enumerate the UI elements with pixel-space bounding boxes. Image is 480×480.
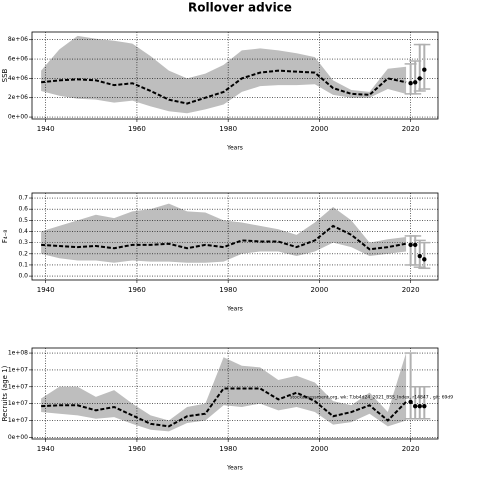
point xyxy=(412,242,418,248)
median-line xyxy=(41,224,407,251)
y-axis-label: F₄₋₈ xyxy=(1,230,9,244)
x-axis-label: Years xyxy=(226,465,243,472)
x-tick-label: 1980 xyxy=(219,445,237,453)
y-tick-label: 1e+07 xyxy=(8,366,28,373)
y-tick-label: 0.6 xyxy=(18,206,28,213)
y-axis-label: Recruits (age 1) xyxy=(1,365,9,421)
y-tick-label: 4e+06 xyxy=(8,75,28,82)
x-tick-label: 1980 xyxy=(219,286,237,294)
point xyxy=(408,81,413,86)
y-tick-label: 2e+06 xyxy=(8,94,28,101)
y-tick-label: 8e+06 xyxy=(8,36,28,43)
y-tick-label: 0e+00 xyxy=(8,434,28,441)
x-axis-label: Years xyxy=(226,145,243,152)
figure-title: Rollover advice xyxy=(188,1,292,15)
y-tick-label: 0.7 xyxy=(18,195,28,202)
point xyxy=(412,80,418,85)
axes-frame xyxy=(31,31,439,120)
x-tick-label: 2000 xyxy=(310,445,328,453)
x-tick-label: 2020 xyxy=(402,125,420,133)
y-tick-label: 1e+07 xyxy=(8,400,28,407)
confidence-band xyxy=(41,353,407,432)
median-line xyxy=(41,69,407,105)
x-tick-label: 2020 xyxy=(402,286,420,294)
x-axis-label: Years xyxy=(226,306,243,313)
x-tick-label: 1940 xyxy=(37,286,55,294)
y-tick-label: 1e+08 xyxy=(8,350,28,357)
point xyxy=(422,257,427,262)
axes-frame xyxy=(31,192,439,281)
x-tick-label: 1940 xyxy=(37,125,55,133)
axes-frame xyxy=(31,347,439,440)
x-tick-label: 1980 xyxy=(219,125,237,133)
x-tick-label: 1960 xyxy=(128,125,146,133)
x-tick-label: 1940 xyxy=(37,445,55,453)
point xyxy=(422,67,427,72)
confidence-band xyxy=(41,35,407,114)
y-tick-label: 0.3 xyxy=(18,239,28,246)
y-tick-label: 0.2 xyxy=(18,250,28,257)
x-tick-label: 1960 xyxy=(128,286,146,294)
point xyxy=(417,253,422,259)
y-tick-label: 0.0 xyxy=(18,273,28,280)
x-tick-label: 2000 xyxy=(310,125,328,133)
annotation: stockassessment.org, wk: T.bb4d24_2021_B… xyxy=(290,394,453,400)
point xyxy=(408,399,413,405)
y-tick-label: 1e+07 xyxy=(8,383,28,390)
confidence-band xyxy=(41,203,407,263)
y-tick-label: 1e+07 xyxy=(8,417,28,424)
point xyxy=(408,242,413,248)
y-tick-label: 6e+06 xyxy=(8,56,28,63)
x-tick-label: 1960 xyxy=(128,445,146,453)
x-tick-label: 2000 xyxy=(310,286,328,294)
y-axis-label: SSB xyxy=(1,68,9,82)
y-tick-label: 0e+00 xyxy=(8,114,28,121)
y-tick-label: 0.5 xyxy=(18,217,28,224)
point xyxy=(417,76,422,81)
point xyxy=(412,403,418,409)
point xyxy=(422,403,427,409)
y-tick-label: 0.4 xyxy=(18,228,28,235)
y-tick-label: 0.1 xyxy=(18,261,28,268)
x-tick-label: 2020 xyxy=(402,445,420,453)
median-line xyxy=(41,387,407,428)
point xyxy=(417,403,422,409)
